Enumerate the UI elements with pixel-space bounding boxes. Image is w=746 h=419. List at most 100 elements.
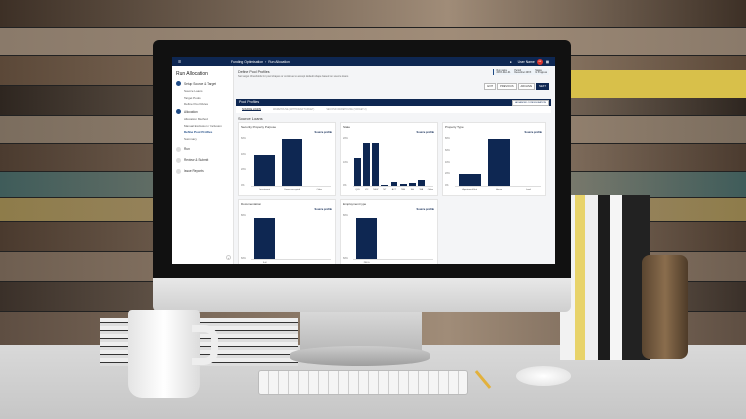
info-value: December 20XX	[514, 72, 532, 74]
y-tick-label: 60%	[241, 137, 246, 141]
info-key: Status	[535, 70, 542, 72]
step-label: Setup Source & Target	[184, 81, 217, 86]
books-right	[560, 195, 650, 360]
source-profile-link[interactable]: Source profile	[524, 131, 542, 134]
sidebar-subitem[interactable]: Manual Exclusion / Inclusion	[184, 123, 222, 128]
next-button[interactable]: NEXT	[536, 83, 549, 90]
chart-bar[interactable]	[254, 154, 276, 186]
main-content: Define Pool Profiles Set target threshol…	[234, 66, 555, 264]
x-tick-label: Owner-occupied	[284, 189, 300, 191]
apps-icon[interactable]: ▦	[545, 59, 549, 64]
x-tick-label: VIC	[364, 189, 369, 191]
chart-card: Security Property Purpose Source profile 0…	[238, 122, 336, 196]
x-tick-label: Full	[262, 262, 267, 264]
avatar[interactable]: UN	[536, 58, 543, 65]
y-tick-label: 10%	[343, 160, 348, 164]
section-title: Source Loans	[238, 116, 263, 121]
chart-title: Security Property Purpose	[241, 125, 277, 129]
advanced-configuration-button[interactable]: ADVANCED CONFIGURATION	[512, 100, 549, 106]
user-name[interactable]: User Name	[517, 59, 535, 64]
chart-bar[interactable]	[363, 142, 371, 186]
sidebar-subitem[interactable]: Target Pools	[184, 95, 201, 100]
chart-bar[interactable]	[356, 217, 378, 259]
sidebar-step[interactable]: Issue Reports	[176, 168, 229, 174]
chart-bar[interactable]	[487, 139, 511, 186]
source-profile-link[interactable]: Source profile	[416, 131, 434, 134]
y-tick-label: 0%	[445, 184, 449, 187]
y-tick-label: 60%	[343, 257, 348, 260]
archive-button[interactable]: ARCHIVE	[517, 83, 536, 90]
chart-card: Property Type Source profile 0% 20% 40% 60% 80…	[442, 122, 546, 196]
x-tick-label: Apartment/Unit	[462, 189, 477, 191]
sidebar-title: Run Allocation	[176, 71, 208, 77]
x-tick-label: PAYG	[363, 262, 370, 264]
chart-plot: 0% 20% 40% 60% 80% Apartment/Unit House Land	[445, 137, 541, 191]
chart-plot: 0% 10% 20% QLD VIC NSW NT ACT TAS SA WA Other	[343, 137, 433, 191]
sidebar-subitem[interactable]: Source Loans	[184, 89, 203, 93]
top-bar: ☰ Funding Optimisation › Run Allocation …	[172, 57, 555, 66]
app-title[interactable]: Funding Optimisation	[231, 59, 264, 64]
sidebar-step[interactable]: Run	[176, 146, 229, 152]
x-tick-label: WA	[419, 189, 424, 191]
sidebar-subitem[interactable]: Define Pool Profiles	[184, 130, 213, 134]
step-label: Issue Reports	[184, 169, 204, 173]
source-profile-link[interactable]: Source profile	[314, 208, 332, 211]
step-status-icon	[176, 109, 181, 114]
chart-bar[interactable]	[417, 180, 425, 186]
sidebar-step[interactable]: Allocation	[176, 109, 229, 114]
chart-bar[interactable]	[390, 182, 398, 186]
run-info-item: Period December 20XX	[514, 70, 531, 74]
source-profile-link[interactable]: Source profile	[314, 131, 332, 134]
y-tick-label: 20%	[445, 172, 450, 176]
y-tick-label: 80%	[343, 213, 348, 217]
sidebar-step[interactable]: Review & Submit	[176, 157, 229, 163]
y-tick-label: 0%	[241, 184, 245, 187]
source-profile-link[interactable]: Source profile	[416, 208, 434, 211]
chart-card: State Source profile 0% 10% 20% QLD VIC NSW NT AC…	[340, 122, 438, 196]
exit-button[interactable]: EXIT	[484, 83, 497, 90]
sidebar-subitem[interactable]: Allocation Method	[184, 117, 208, 121]
x-tick-label: Land	[525, 189, 531, 191]
wood-plank	[0, 0, 746, 28]
y-tick-label: 80%	[241, 213, 246, 217]
step-label: Review & Submit	[184, 158, 209, 162]
tab[interactable]: SECOND WAREHOUSE (TARGET 2)	[326, 108, 367, 111]
chart-bar[interactable]	[381, 185, 389, 186]
chart-bar[interactable]	[254, 217, 276, 259]
step-label: Allocation	[184, 109, 198, 114]
chart-bar[interactable]	[354, 157, 361, 186]
x-tick-label: TAS	[401, 189, 406, 191]
previous-button[interactable]: PREVIOUS	[497, 83, 517, 90]
menu-icon[interactable]: ☰	[178, 59, 182, 64]
tab[interactable]: WAREHOUSE (WITHDRAW TARGET)	[273, 108, 315, 111]
chart-bar[interactable]	[408, 183, 416, 186]
screen: ☰ Funding Optimisation › Run Allocation …	[172, 57, 555, 264]
chart-bar[interactable]	[281, 139, 303, 186]
sidebar-step[interactable]: Setup Source & Target	[176, 81, 229, 86]
y-tick-label: 20%	[241, 168, 246, 172]
x-tick-label: SA	[410, 189, 414, 191]
chart-title: Documentation	[241, 202, 262, 206]
y-tick-label: 80%	[445, 137, 450, 141]
info-value: In Progress	[535, 72, 547, 74]
tab[interactable]: SOURCE LOANS	[242, 108, 261, 111]
coffee-mug	[128, 310, 200, 398]
monitor-stand	[300, 312, 422, 352]
run-info-box: Run name 20XX-Run-01 Period December 20XX St…	[493, 69, 549, 75]
pool-profiles-header: Pool Profiles ADVANCED CONFIGURATION	[236, 99, 551, 106]
page-description: Set target thresholds for pool shapes or…	[238, 75, 349, 78]
chart-bar[interactable]	[372, 142, 380, 186]
sidebar: Run Allocation Setup Source & Target Sour…	[172, 66, 234, 264]
sidebar-subitem[interactable]: Define Pool Rules	[184, 102, 209, 106]
info-value: 20XX-Run-01	[496, 72, 511, 74]
y-tick-label: 20%	[343, 137, 348, 141]
y-tick-label: 40%	[241, 152, 246, 156]
info-key: Run name	[496, 70, 508, 72]
notification-icon[interactable]: ●	[509, 59, 512, 64]
x-tick-label: QLD	[355, 189, 360, 191]
chart-bar[interactable]	[458, 174, 481, 186]
chart-bar[interactable]	[399, 184, 407, 186]
mug-handle	[192, 325, 218, 365]
sidebar-subitem[interactable]: Summary	[184, 136, 197, 141]
collapse-sidebar-button[interactable]: ‹	[226, 255, 231, 260]
